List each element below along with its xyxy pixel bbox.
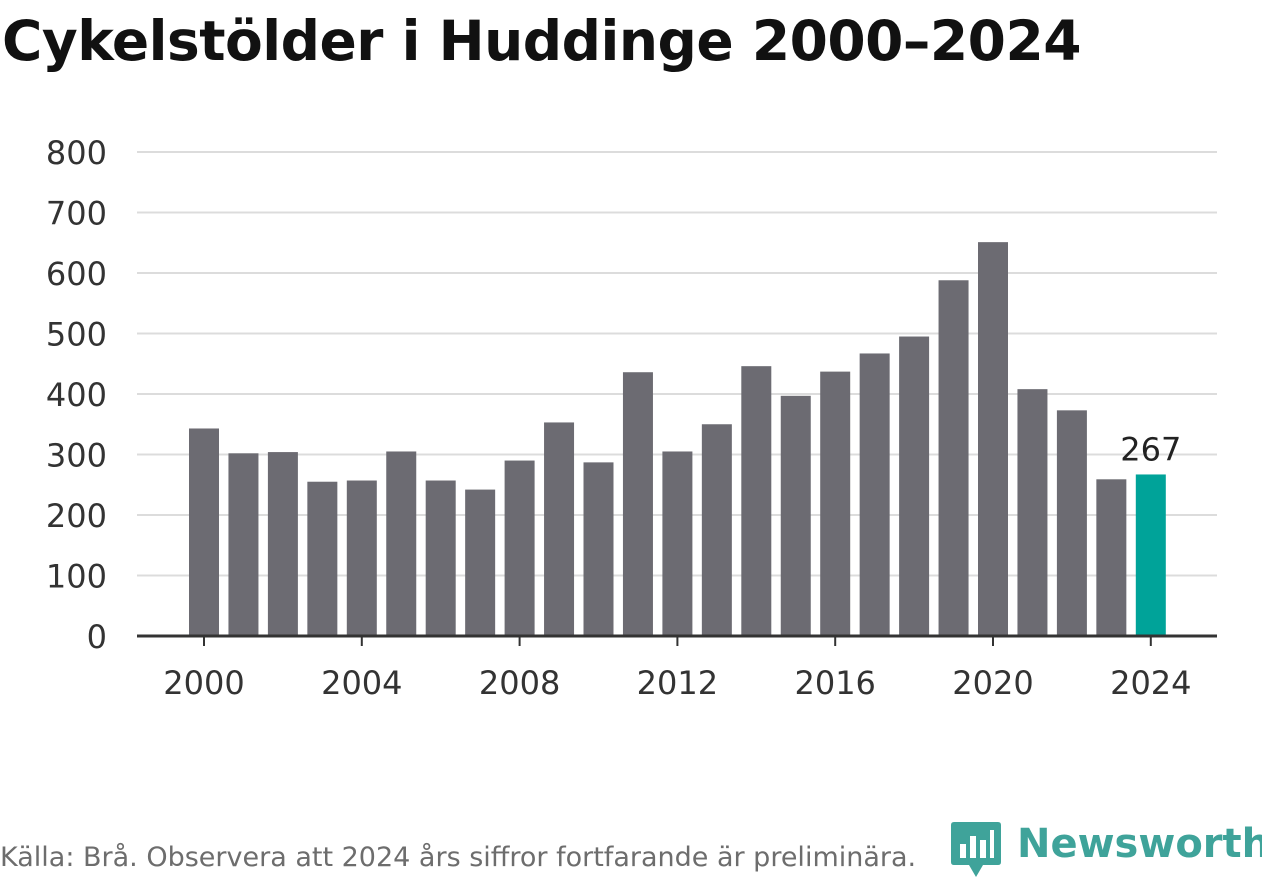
- bar-2022: [1056, 410, 1087, 636]
- bars: [189, 242, 1166, 636]
- source-note: Källa: Brå. Observera att 2024 års siffr…: [0, 842, 917, 873]
- x-tick-label: 2000: [163, 664, 244, 702]
- bar-2017: [859, 353, 890, 636]
- y-tick-label: 500: [46, 316, 107, 354]
- bar-2009: [544, 422, 575, 636]
- bar-2011: [622, 372, 653, 636]
- x-tick-label: 2016: [794, 664, 875, 702]
- bar-2016: [820, 371, 851, 636]
- x-tick-label: 2024: [1110, 664, 1191, 702]
- annotations: 267: [1120, 430, 1181, 468]
- bar-2015: [780, 395, 811, 636]
- y-tick-label: 0: [87, 618, 107, 656]
- x-tick-label: 2020: [952, 664, 1033, 702]
- bar-2010: [583, 462, 614, 636]
- y-tick-label: 400: [46, 376, 107, 414]
- logo-wordmark: Newsworthy: [1017, 821, 1262, 867]
- x-tick-label: 2008: [479, 664, 560, 702]
- y-tick-label: 600: [46, 255, 107, 293]
- bar-2020: [978, 242, 1008, 636]
- bar-2005: [386, 451, 417, 636]
- bar-2024: [1135, 474, 1166, 636]
- bar-2007: [465, 489, 496, 636]
- y-tick-label: 800: [46, 134, 107, 172]
- bar-2003: [307, 481, 338, 636]
- bar-2023: [1096, 479, 1127, 636]
- bar-chart-pin-icon: [951, 822, 1001, 877]
- bar-2008: [504, 460, 535, 636]
- x-tick-label: 2012: [637, 664, 718, 702]
- bar-2001: [228, 453, 259, 636]
- y-tick-label: 700: [46, 195, 107, 233]
- y-tick-label: 200: [46, 497, 107, 535]
- bar-2021: [1017, 389, 1048, 636]
- y-tick-label: 300: [46, 437, 107, 475]
- bar-2019: [938, 280, 969, 636]
- chart-title: Cykelstölder i Huddinge 2000–2024: [2, 9, 1082, 73]
- x-axis: 2000 2004 2008 2012 2016 2020 2024: [137, 634, 1217, 702]
- y-tick-label: 100: [46, 558, 107, 596]
- y-axis-tick-labels: 0 100 200 300 400 500 600 700 800: [46, 134, 107, 656]
- bar-2012: [662, 451, 693, 636]
- bar-2006: [425, 480, 456, 636]
- bar-2018: [899, 336, 930, 636]
- bar-2002: [267, 452, 298, 636]
- bar-2000: [189, 428, 219, 636]
- data-label-2024: 267: [1120, 430, 1181, 468]
- bar-2014: [741, 366, 772, 636]
- bar-2004: [346, 480, 377, 636]
- x-tick-label: 2004: [321, 664, 402, 702]
- bar-2013: [701, 424, 732, 636]
